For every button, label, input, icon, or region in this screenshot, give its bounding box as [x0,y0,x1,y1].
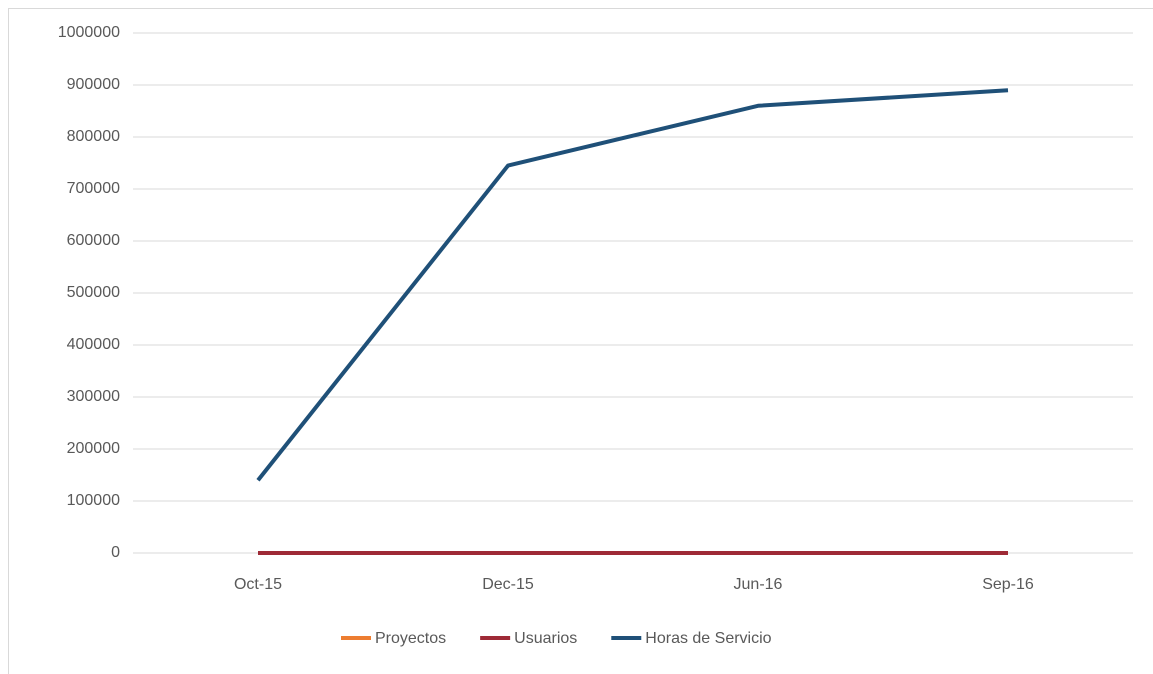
x-tick-label: Oct-15 [234,576,282,593]
x-tick-label: Sep-16 [982,576,1034,593]
y-tick-label: 100000 [67,492,120,509]
y-tick-label: 200000 [67,440,120,457]
y-tick-label: 400000 [67,336,120,353]
y-tick-label: 500000 [67,284,120,301]
chart-frame [8,8,1153,674]
y-tick-label: 0 [111,544,120,561]
y-tick-label: 900000 [67,76,120,93]
series-line [256,88,1009,482]
legend-label: Proyectos [375,630,446,647]
y-tick-label: 1000000 [58,24,120,41]
y-tick-label: 800000 [67,128,120,145]
legend-label: Horas de Servicio [645,630,771,647]
x-tick-label: Jun-16 [734,576,783,593]
y-tick-label: 600000 [67,232,120,249]
x-tick-label: Dec-15 [482,576,534,593]
y-tick-label: 300000 [67,388,120,405]
y-tick-label: 700000 [67,180,120,197]
legend-label: Usuarios [514,630,577,647]
